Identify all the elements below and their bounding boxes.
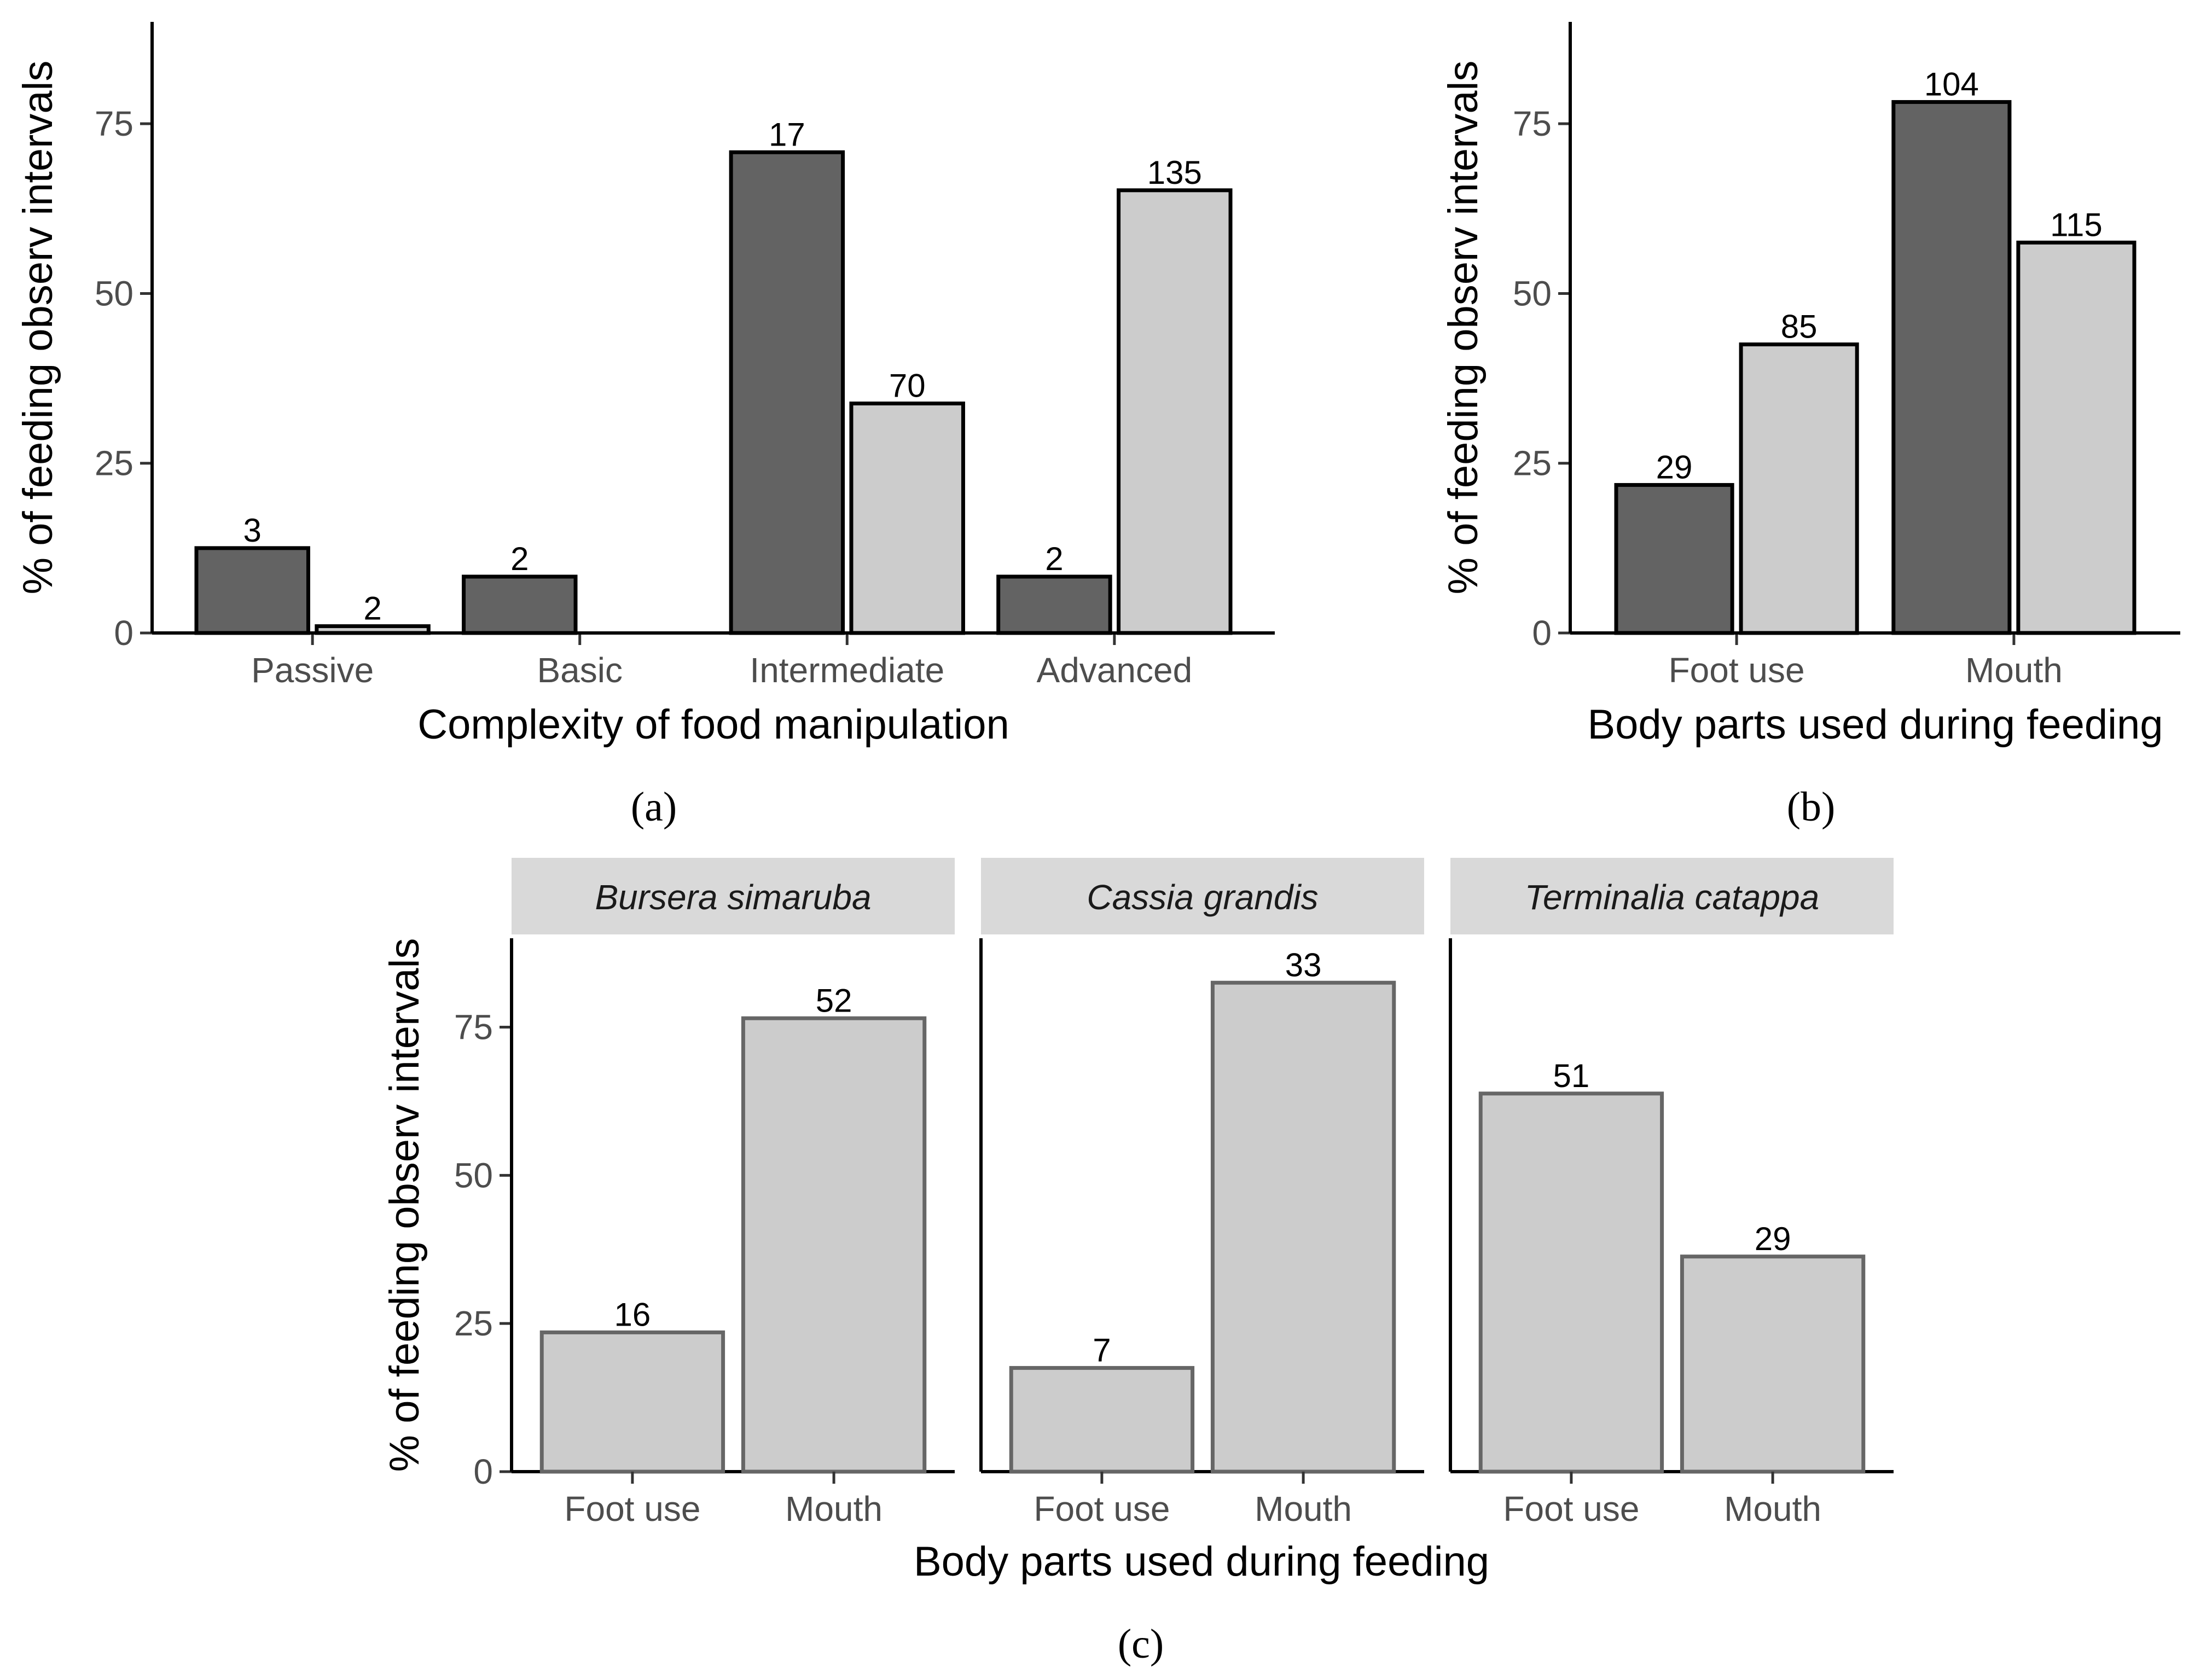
y-tick-label: 25 (95, 444, 133, 483)
bar-light-advanced (1117, 188, 1233, 635)
data-label: 2 (1045, 541, 1063, 577)
y-tick-label: 25 (454, 1304, 493, 1343)
bar-light-foot-use (1739, 342, 1859, 635)
x-tick-label: Mouth (1965, 650, 2063, 690)
y-axis-title: % of feeding observ intervals (381, 938, 428, 1472)
y-tick-label: 50 (1513, 274, 1552, 313)
x-tick-label: Advanced (1037, 650, 1193, 690)
x-tick-label: Foot use (1669, 650, 1805, 690)
y-axis-title: % of feeding observ intervals (1440, 61, 1487, 595)
y-tick-label: 75 (454, 1008, 493, 1047)
x-tick-label: Foot use (1503, 1489, 1639, 1529)
facet-title: Cassia grandis (1087, 878, 1318, 917)
x-tick-label: Foot use (1034, 1489, 1170, 1529)
x-axis-title: Body parts used during feeding (1587, 701, 2163, 748)
data-label: 29 (1656, 449, 1693, 485)
data-label: 104 (1924, 66, 1979, 102)
facet-title: Terminalia catappa (1525, 878, 1819, 917)
facet-strip (981, 858, 1424, 934)
y-tick-label: 0 (1532, 613, 1552, 653)
y-tick-label: 50 (454, 1155, 493, 1195)
data-label: 70 (889, 368, 926, 404)
y-tick-label: 25 (1513, 444, 1552, 483)
y-tick-label: 0 (473, 1452, 493, 1491)
bar-mouth (1680, 1254, 1866, 1474)
facet-strip (1450, 858, 1894, 934)
data-label: 16 (614, 1296, 651, 1333)
x-tick-label: Mouth (1724, 1489, 1821, 1529)
facet-strip (512, 858, 955, 934)
data-label: 85 (1781, 309, 1818, 345)
x-tick-label: Basic (537, 650, 623, 690)
bar-foot-use (1478, 1091, 1664, 1474)
bar-mouth (741, 1016, 927, 1474)
bar-dark-foot-use (1614, 483, 1734, 635)
data-label: 33 (1285, 946, 1322, 983)
data-label: 29 (1755, 1221, 1791, 1257)
bar-light-mouth (2016, 240, 2136, 635)
bar-light-intermediate (849, 402, 965, 635)
data-label: 2 (363, 590, 381, 627)
panel-label: (b) (1787, 784, 1836, 830)
bar-foot-use (1009, 1366, 1195, 1474)
data-label: 17 (769, 116, 805, 153)
bar-dark-advanced (996, 574, 1112, 635)
facet-title: Bursera simaruba (595, 878, 871, 917)
y-tick-label: 75 (95, 104, 133, 143)
bar-dark-mouth (1891, 100, 2012, 635)
x-tick-label: Passive (251, 650, 374, 690)
x-axis-title: Body parts used during feeding (914, 1538, 1489, 1585)
panel-label: (c) (1118, 1621, 1164, 1667)
bar-dark-passive (194, 546, 310, 635)
data-label: 52 (816, 982, 852, 1019)
x-tick-label: Mouth (1255, 1489, 1352, 1529)
y-tick-label: 0 (114, 613, 133, 653)
y-tick-label: 50 (95, 274, 133, 313)
data-label: 135 (1147, 154, 1202, 191)
panel-label: (a) (631, 784, 677, 830)
panel-b: 0 25 50 75 % of feeding observ intervals 29 85… (1440, 22, 2180, 830)
x-tick-label: Intermediate (750, 650, 944, 690)
data-label: 51 (1553, 1058, 1590, 1094)
data-label: 2 (510, 541, 529, 577)
bar-mouth (1210, 980, 1396, 1474)
data-label: 115 (2050, 206, 2103, 243)
x-axis-title: Complexity of food manipulation (417, 701, 1009, 748)
bar-foot-use (539, 1330, 725, 1474)
panel-a: 0 25 50 75 % of feeding observ intervals 3 2 Pa… (15, 22, 1275, 830)
x-tick-label: Mouth (785, 1489, 883, 1529)
data-label: 7 (1093, 1332, 1111, 1368)
bar-dark-basic (462, 574, 578, 635)
bar-dark-intermediate (729, 150, 845, 635)
panel-c: 0 25 50 75 % of feeding observ intervals Burs… (381, 858, 1894, 1667)
data-label: 3 (243, 512, 262, 549)
y-axis-title: % of feeding observ intervals (15, 61, 61, 595)
y-tick-label: 75 (1513, 104, 1552, 143)
x-tick-label: Foot use (564, 1489, 700, 1529)
